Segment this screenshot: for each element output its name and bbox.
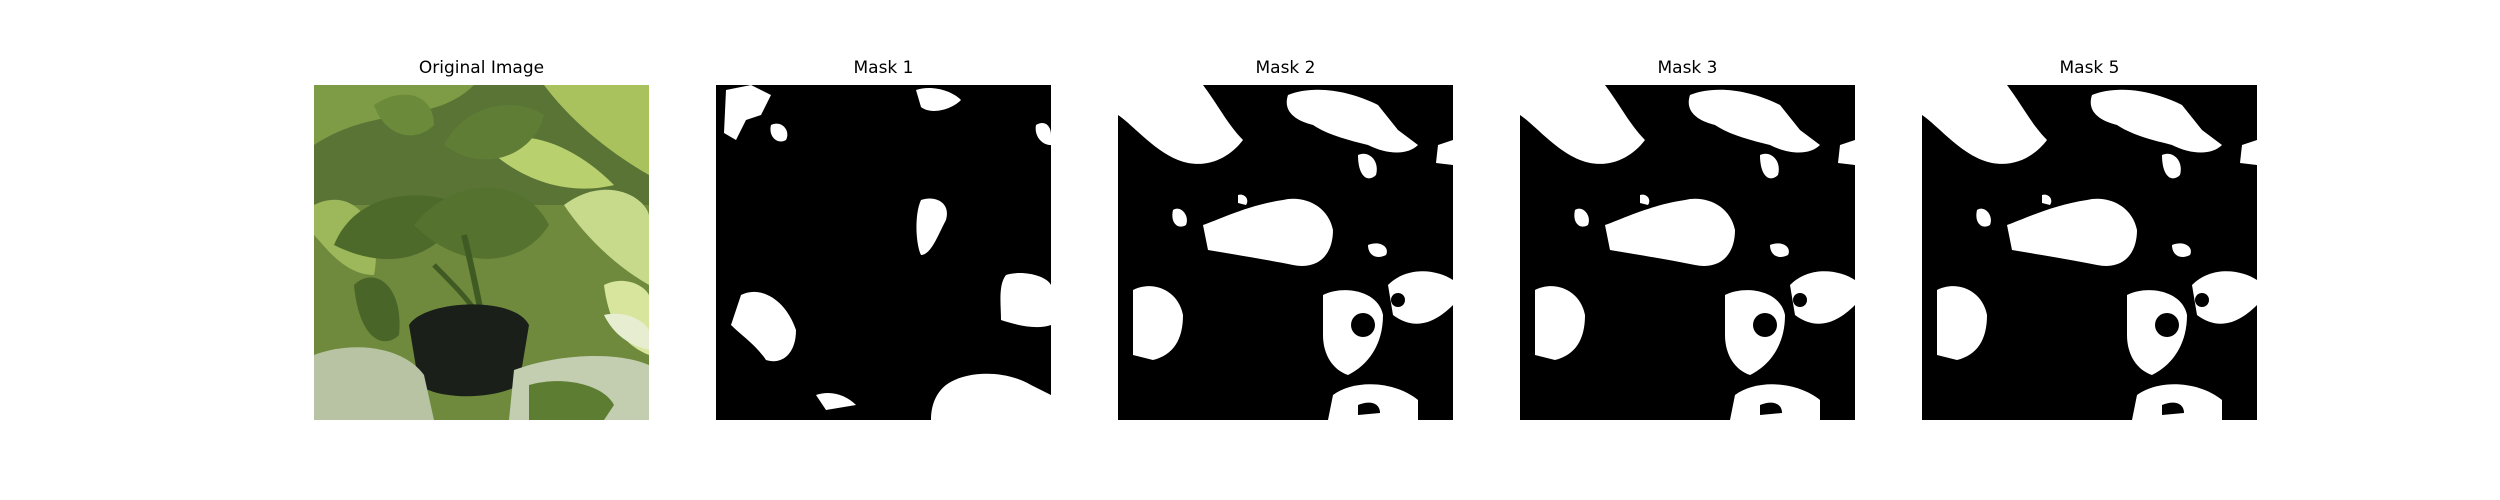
mask-2-panel: [1118, 85, 1453, 420]
mask-3-panel: [1520, 85, 1855, 420]
original-image-panel: [314, 85, 649, 420]
mask-2-image: [1118, 85, 1453, 420]
mask-1-panel: [716, 85, 1051, 420]
panel-title-original-image: Original Image: [314, 58, 649, 78]
mask-5-panel: [1922, 85, 2257, 420]
panel-title-mask-5: Mask 5: [1922, 58, 2257, 78]
mask-3-image: [1520, 85, 1855, 420]
panel-title-mask-2: Mask 2: [1118, 58, 1453, 78]
plant-photo: [314, 85, 649, 420]
mask-1-image: [716, 85, 1051, 420]
mask-5-image: [1922, 85, 2257, 420]
panel-title-mask-1: Mask 1: [716, 58, 1051, 78]
panel-title-mask-3: Mask 3: [1520, 58, 1855, 78]
